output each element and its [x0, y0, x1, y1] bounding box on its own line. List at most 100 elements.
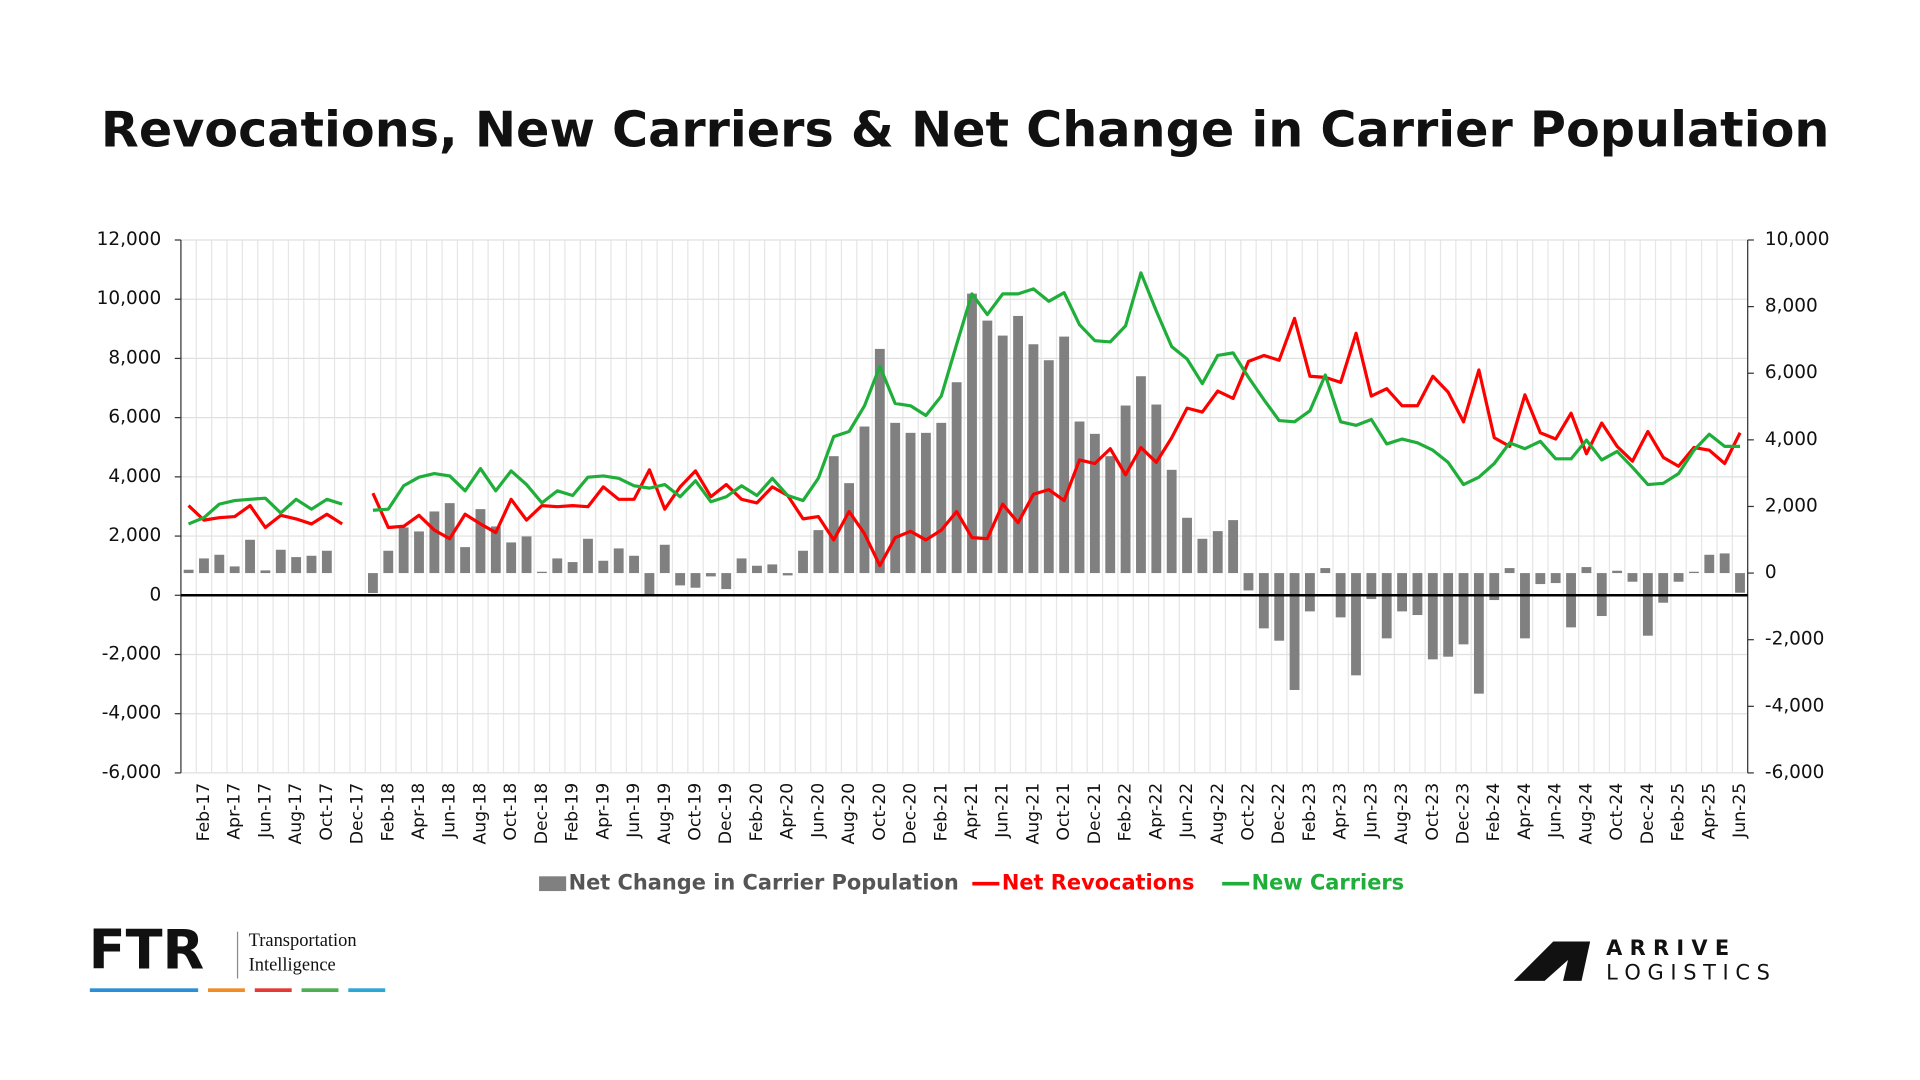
- x-tick-label: Jun-17: [255, 783, 275, 839]
- bar: [245, 539, 255, 574]
- y-tick-label: 2,000: [108, 525, 161, 546]
- x-tick-label: Aug-23: [1392, 783, 1412, 845]
- bar: [1059, 336, 1070, 574]
- bar: [260, 570, 271, 574]
- x-tick-label: Feb-19: [563, 783, 583, 842]
- bar: [1120, 405, 1131, 574]
- bar: [1197, 538, 1208, 574]
- bar: [475, 509, 486, 574]
- ftr-logo: FTR Transportation Intelligence: [89, 918, 386, 992]
- y2-tick-label: -6,000: [1765, 762, 1825, 783]
- bar: [1351, 573, 1361, 676]
- x-tick-label: Jun-24: [1546, 783, 1566, 839]
- x-tick-label: Apr-18: [409, 783, 429, 840]
- bar: [736, 558, 747, 574]
- bar: [1182, 517, 1192, 574]
- x-tick-label: Feb-25: [1669, 783, 1689, 842]
- bar: [229, 566, 240, 574]
- bar: [675, 573, 686, 586]
- x-tick-label: Feb-20: [747, 783, 767, 842]
- bar: [1212, 531, 1223, 574]
- x-tick-label: Apr-25: [1699, 783, 1719, 840]
- bar: [767, 564, 778, 574]
- x-tick-label: Jun-21: [993, 783, 1013, 839]
- bar: [583, 538, 593, 574]
- bar: [1366, 573, 1377, 600]
- bar: [1489, 573, 1500, 601]
- bar: [813, 530, 824, 574]
- bar: [1304, 573, 1315, 612]
- bar: [920, 432, 931, 574]
- bar: [644, 573, 655, 596]
- y-tick-label: 10,000: [97, 288, 162, 309]
- bar: [1642, 573, 1653, 636]
- logo-stripe: [348, 988, 386, 992]
- bar: [951, 382, 962, 574]
- chart-title: Revocations, New Carriers & Net Change i…: [101, 100, 1829, 158]
- bar: [1028, 344, 1039, 574]
- x-tick-label: Dec-17: [348, 783, 368, 844]
- bar: [690, 573, 701, 588]
- x-tick-label: Apr-17: [225, 783, 245, 840]
- x-tick-label: Oct-20: [870, 783, 890, 841]
- x-tick-label: Feb-23: [1300, 783, 1320, 842]
- bar: [1689, 571, 1699, 574]
- bar: [1105, 456, 1116, 574]
- x-tick-label: Oct-23: [1423, 783, 1443, 841]
- bar: [782, 573, 793, 576]
- x-tick-label: Feb-22: [1116, 783, 1136, 842]
- bar: [275, 549, 286, 574]
- bar: [598, 560, 609, 574]
- bar: [967, 293, 977, 574]
- bar: [1581, 567, 1592, 574]
- x-tick-label: Dec-23: [1454, 783, 1474, 844]
- legend-label: New Carriers: [1252, 871, 1404, 895]
- y-tick-label: 6,000: [108, 407, 161, 428]
- legend-swatch: [539, 876, 567, 892]
- x-tick-label: Apr-21: [962, 783, 982, 840]
- y-tick-label: 4,000: [108, 466, 161, 487]
- x-tick-label: Jun-20: [808, 783, 828, 839]
- bar: [521, 536, 532, 574]
- x-tick-label: Oct-17: [317, 783, 337, 841]
- bar: [1089, 433, 1100, 574]
- bar: [1504, 568, 1515, 574]
- x-tick-label: Jun-18: [440, 783, 460, 839]
- legend-label: Net Revocations: [1002, 871, 1195, 895]
- arrive-logo: A R R I V E L O G I S T I C S: [1513, 936, 1770, 985]
- bar: [1458, 573, 1469, 645]
- logo-line: Transportation: [249, 930, 357, 950]
- x-tick-label: Jun-23: [1361, 783, 1381, 839]
- y2-tick-label: 10,000: [1765, 229, 1830, 250]
- bar: [997, 335, 1008, 574]
- bar: [1397, 573, 1408, 612]
- x-tick-label: Aug-24: [1576, 783, 1596, 845]
- logo-line: L O G I S T I C S: [1606, 961, 1770, 985]
- legend-label: Net Change in Carrier Population: [569, 871, 959, 895]
- bar: [828, 456, 839, 574]
- line: [187, 271, 1741, 526]
- bar: [874, 348, 885, 574]
- y2-tick-label: 2,000: [1765, 495, 1818, 516]
- x-tick-label: Feb-21: [931, 783, 951, 842]
- bar: [429, 511, 440, 574]
- y2-tick-label: 4,000: [1765, 429, 1818, 450]
- x-tick-label: Aug-18: [470, 783, 490, 845]
- bar: [1043, 360, 1054, 574]
- x-tick-label: Oct-19: [685, 783, 705, 841]
- logo-stripe: [89, 988, 199, 992]
- logo-stripe: [254, 988, 292, 992]
- x-tick-label: Oct-21: [1054, 783, 1074, 841]
- bar: [199, 558, 209, 574]
- bar: [798, 550, 808, 574]
- bar: [659, 544, 670, 574]
- y2-tick-label: -4,000: [1765, 695, 1825, 716]
- x-tick-label: Oct-24: [1607, 783, 1627, 841]
- bar: [1673, 573, 1684, 582]
- bar: [1704, 554, 1715, 574]
- x-tick-label: Jun-22: [1177, 783, 1197, 839]
- logo-line: A R R I V E: [1606, 936, 1729, 960]
- x-tick-label: Aug-22: [1208, 783, 1228, 845]
- bar: [1320, 568, 1331, 574]
- bar: [890, 422, 901, 574]
